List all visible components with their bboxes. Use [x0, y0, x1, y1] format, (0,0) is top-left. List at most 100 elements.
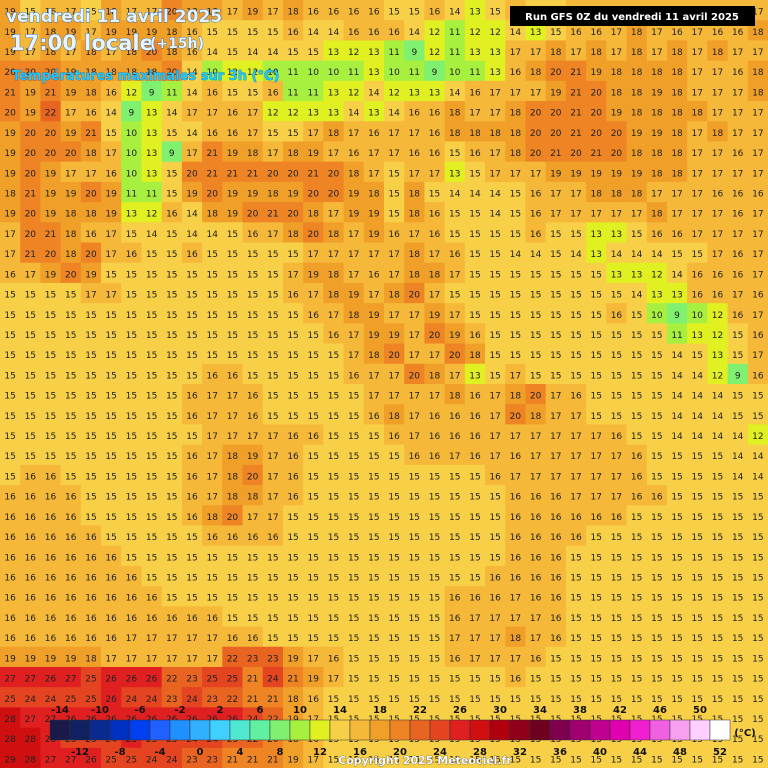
- temperature-value: 16: [186, 412, 198, 422]
- temperature-value: 15: [328, 695, 339, 705]
- temperature-cell: [101, 202, 122, 223]
- temperature-cell: [646, 242, 668, 264]
- temperature-value: 16: [4, 614, 16, 624]
- temperature-value: 12: [348, 48, 359, 58]
- temperature-value: 19: [247, 452, 259, 462]
- temperature-cell: [222, 222, 244, 244]
- temperature-value: 15: [570, 755, 581, 765]
- temperature-value: 16: [510, 553, 522, 563]
- temperature-value: 19: [45, 654, 57, 664]
- temperature-value: 16: [469, 432, 481, 442]
- temperature-cell: [60, 303, 82, 324]
- temperature-value: 13: [590, 250, 601, 260]
- temperature-value: 17: [368, 169, 379, 179]
- temperature-value: 15: [85, 331, 96, 341]
- temperature-cell: [303, 101, 324, 122]
- temperature-value: 17: [206, 472, 217, 482]
- temperature-cell: [202, 202, 223, 223]
- temperature-value: 15: [186, 270, 197, 280]
- temperature-value: 20: [388, 351, 400, 361]
- temperature-cell: [40, 80, 62, 102]
- temperature-value: 15: [712, 553, 723, 563]
- temperature-value: 15: [732, 614, 743, 624]
- temperature-value: 15: [388, 654, 399, 664]
- temperature-value: 15: [45, 331, 56, 341]
- temperature-value: 17: [4, 250, 15, 260]
- temperature-value: 17: [247, 129, 258, 139]
- temperature-cell: [101, 161, 122, 183]
- temperature-value: 18: [429, 371, 441, 381]
- scale-label: -12: [71, 747, 89, 758]
- temperature-cell: [747, 303, 768, 324]
- temperature-value: 13: [651, 291, 662, 301]
- temperature-cell: [141, 303, 163, 324]
- temperature-value: 15: [409, 654, 420, 664]
- temperature-value: 17: [570, 432, 581, 442]
- temperature-cell: [747, 101, 768, 122]
- temperature-cell: [0, 222, 21, 244]
- temperature-value: 17: [4, 230, 15, 240]
- temperature-cell: [343, 0, 365, 21]
- temperature-cell: [121, 0, 142, 21]
- temperature-value: 18: [287, 695, 299, 705]
- temperature-value: 15: [105, 392, 116, 402]
- temperature-cell: [687, 343, 708, 365]
- temperature-value: 15: [550, 675, 561, 685]
- temperature-value: 15: [146, 493, 157, 503]
- temperature-value: 18: [631, 68, 643, 78]
- temperature-value: 15: [227, 574, 238, 584]
- temperature-cell: [323, 121, 345, 142]
- temperature-value: 17: [752, 169, 763, 179]
- temperature-value: 17: [489, 452, 500, 462]
- temperature-value: 17: [752, 109, 763, 119]
- scale-swatch: [149, 719, 171, 741]
- temperature-value: 18: [510, 129, 522, 139]
- temperature-cell: [606, 121, 628, 142]
- temperature-value: 15: [227, 594, 238, 604]
- temperature-value: 15: [105, 129, 116, 139]
- temperature-cell: [404, 40, 425, 62]
- temperature-value: 15: [732, 412, 743, 422]
- temperature-cell: [343, 242, 365, 264]
- temperature-value: 16: [4, 553, 16, 563]
- temperature-value: 19: [105, 210, 117, 220]
- temperature-value: 15: [45, 452, 56, 462]
- temperature-value: 18: [469, 351, 481, 361]
- temperature-value: 17: [732, 109, 743, 119]
- temperature-cell: [303, 242, 324, 264]
- temperature-value: 18: [227, 452, 239, 462]
- temperature-cell: [747, 222, 768, 244]
- temperature-cell: [242, 121, 264, 142]
- temperature-value: 18: [206, 513, 218, 523]
- temperature-cell: [101, 141, 122, 163]
- temperature-value: 16: [146, 594, 158, 604]
- temperature-value: 14: [510, 28, 522, 38]
- temperature-value: 15: [388, 533, 399, 543]
- temperature-cell: [202, 323, 223, 345]
- temperature-cell: [323, 282, 345, 304]
- temperature-value: 24: [45, 695, 57, 705]
- temperature-value: 15: [712, 452, 723, 462]
- temperature-cell: [707, 282, 729, 304]
- temperature-value: 10: [126, 169, 138, 179]
- temperature-value: 15: [651, 452, 662, 462]
- temperature-value: 18: [671, 129, 683, 139]
- temperature-value: 17: [126, 634, 137, 644]
- temperature-value: 16: [105, 88, 117, 98]
- temperature-value: 14: [186, 210, 198, 220]
- temperature-cell: [707, 343, 729, 365]
- temperature-value: 17: [752, 351, 763, 361]
- temperature-cell: [606, 80, 628, 102]
- temperature-value: 17: [308, 654, 319, 664]
- temperature-value: 15: [651, 412, 662, 422]
- temperature-value: 17: [692, 230, 703, 240]
- temperature-value: 15: [4, 351, 15, 361]
- temperature-value: 15: [206, 291, 217, 301]
- temperature-value: 17: [570, 472, 581, 482]
- temperature-value: 15: [105, 371, 116, 381]
- temperature-value: 17: [692, 129, 703, 139]
- temperature-value: 17: [65, 169, 76, 179]
- temperature-cell: [0, 242, 21, 264]
- temperature-value: 14: [631, 291, 643, 301]
- temperature-value: 15: [166, 594, 177, 604]
